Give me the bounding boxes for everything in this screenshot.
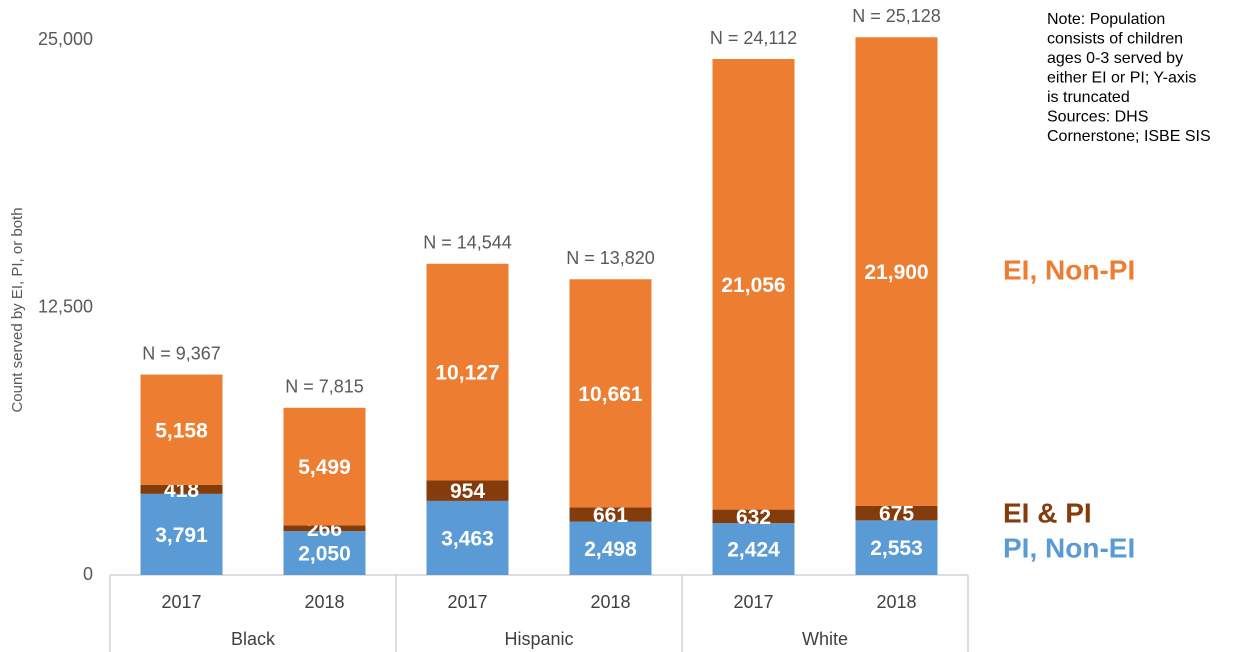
x-tick-label: 2018 [590,592,630,612]
bar-segment [426,500,509,575]
bar-segment [140,484,223,494]
value-label: 2,424 [727,539,780,562]
value-label: 3,791 [155,524,208,547]
x-tick-label: 2017 [447,592,487,612]
bar-segment [712,523,795,575]
x-tick-label: 2017 [733,592,773,612]
value-label: 21,056 [721,274,785,297]
legend-label: EI & PI [1003,497,1092,528]
group-label: White [802,629,848,649]
value-label: 10,661 [578,383,643,406]
bar-segment [283,407,366,526]
value-label: 21,900 [864,261,928,284]
note-line: Note: Population [1047,11,1165,28]
value-label: 661 [593,504,628,527]
bar-segment [426,263,509,481]
total-label: N = 9,367 [142,343,221,363]
value-label: 5,499 [298,456,351,479]
value-label: 5,158 [155,419,208,442]
y-axis-label: Count served by EI, PI, or both [9,207,26,412]
x-tick-label: 2018 [304,592,344,612]
value-label: 2,498 [584,538,637,561]
value-label: 954 [450,480,485,503]
bar-segment [569,521,652,575]
value-label: 632 [736,506,771,529]
note-line: either EI or PI; Y-axis [1047,70,1196,87]
x-tick-label: 2018 [876,592,916,612]
bar-segment [283,525,366,532]
bar-segment [569,279,652,508]
y-tick-label: 12,500 [38,296,93,316]
legend-label: EI, Non-PI [1003,254,1135,285]
total-label: N = 13,820 [566,248,655,268]
bar-segment [855,505,938,521]
bar-segment [283,531,366,575]
group-label: Black [231,629,276,649]
note-line: is truncated [1047,89,1130,106]
note-line: Sources: DHS [1047,109,1148,126]
group-label: Hispanic [504,629,573,649]
total-label: N = 7,815 [285,377,364,397]
y-tick-label: 25,000 [38,29,93,49]
bar-segment [855,520,938,575]
y-tick-label: 0 [83,564,93,584]
bar-segment [426,480,509,501]
value-label: 675 [879,503,914,526]
value-label: 2,553 [870,537,923,560]
bar-segment [569,507,652,522]
value-label: 2,050 [298,543,351,566]
note-line: Cornerstone; ISBE SIS [1047,128,1211,145]
legend-label: PI, Non-EI [1003,532,1135,563]
bar-segment [140,374,223,485]
total-label: N = 25,128 [852,6,941,26]
bar-segment [140,493,223,575]
value-label: 10,127 [435,362,499,385]
bar-segment [712,59,795,510]
note-line: consists of children [1047,31,1183,48]
total-label: N = 14,544 [423,233,512,253]
bar-segment [855,37,938,506]
total-label: N = 24,112 [710,28,797,48]
x-tick-label: 2017 [161,592,201,612]
bar-segment [712,509,795,524]
value-label: 3,463 [441,527,494,550]
note-line: ages 0-3 served by [1047,50,1183,67]
